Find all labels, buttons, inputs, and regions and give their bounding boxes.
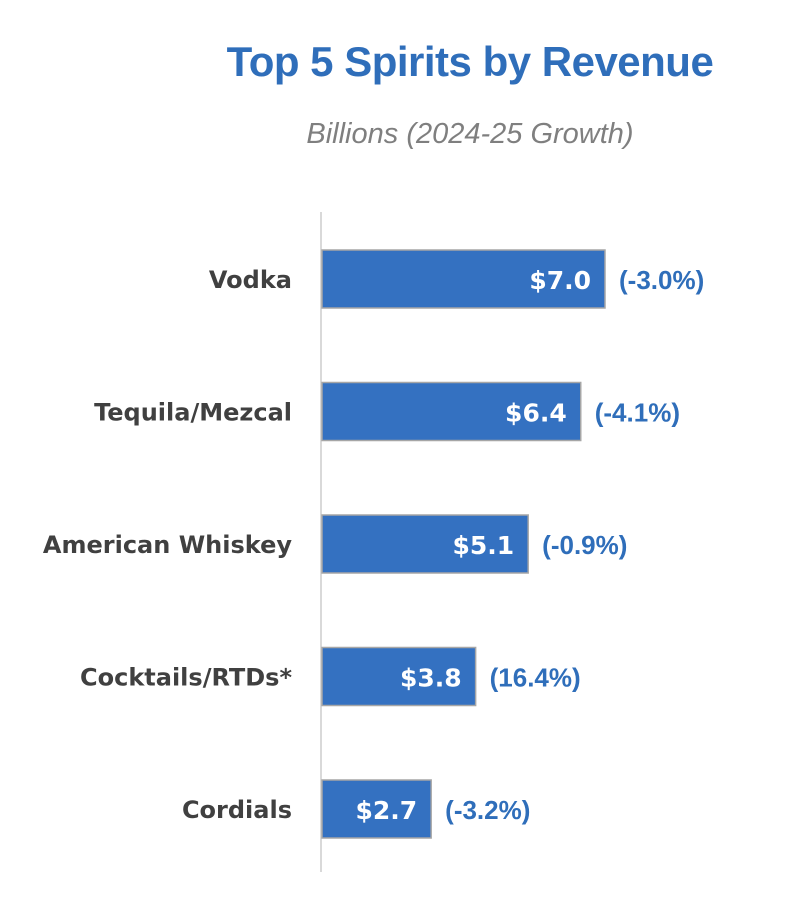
category-label-4: Cordials xyxy=(182,796,292,824)
category-label-0: Vodka xyxy=(209,266,292,294)
growth-label-0: (-3.0%) xyxy=(619,265,704,295)
bar-1 xyxy=(321,381,582,442)
growth-label-1: (-4.1%) xyxy=(595,398,680,428)
chart-title: Top 5 Spirits by Revenue xyxy=(226,38,714,85)
growth-label-2: (-0.9%) xyxy=(542,530,627,560)
bar-4 xyxy=(321,779,432,839)
bar-0 xyxy=(321,249,606,309)
chart-subtitle: Billions (2024-25 Growth) xyxy=(306,118,634,150)
bar-3 xyxy=(321,646,477,707)
growth-label-3: (16.4%) xyxy=(490,663,581,693)
value-label-4: $2.7 xyxy=(355,796,417,825)
growth-label-4: (-3.2%) xyxy=(445,795,530,825)
category-label-2: American Whiskey xyxy=(43,531,292,559)
category-label-3: Cocktails/RTDs* xyxy=(80,664,292,692)
value-label-0: $7.0 xyxy=(529,266,591,295)
value-label-2: $5.1 xyxy=(452,531,514,560)
category-label-1: Tequila/Mezcal xyxy=(94,399,292,427)
bar-2 xyxy=(321,514,529,574)
value-label-3: $3.8 xyxy=(400,664,462,693)
value-label-1: $6.4 xyxy=(505,399,567,428)
